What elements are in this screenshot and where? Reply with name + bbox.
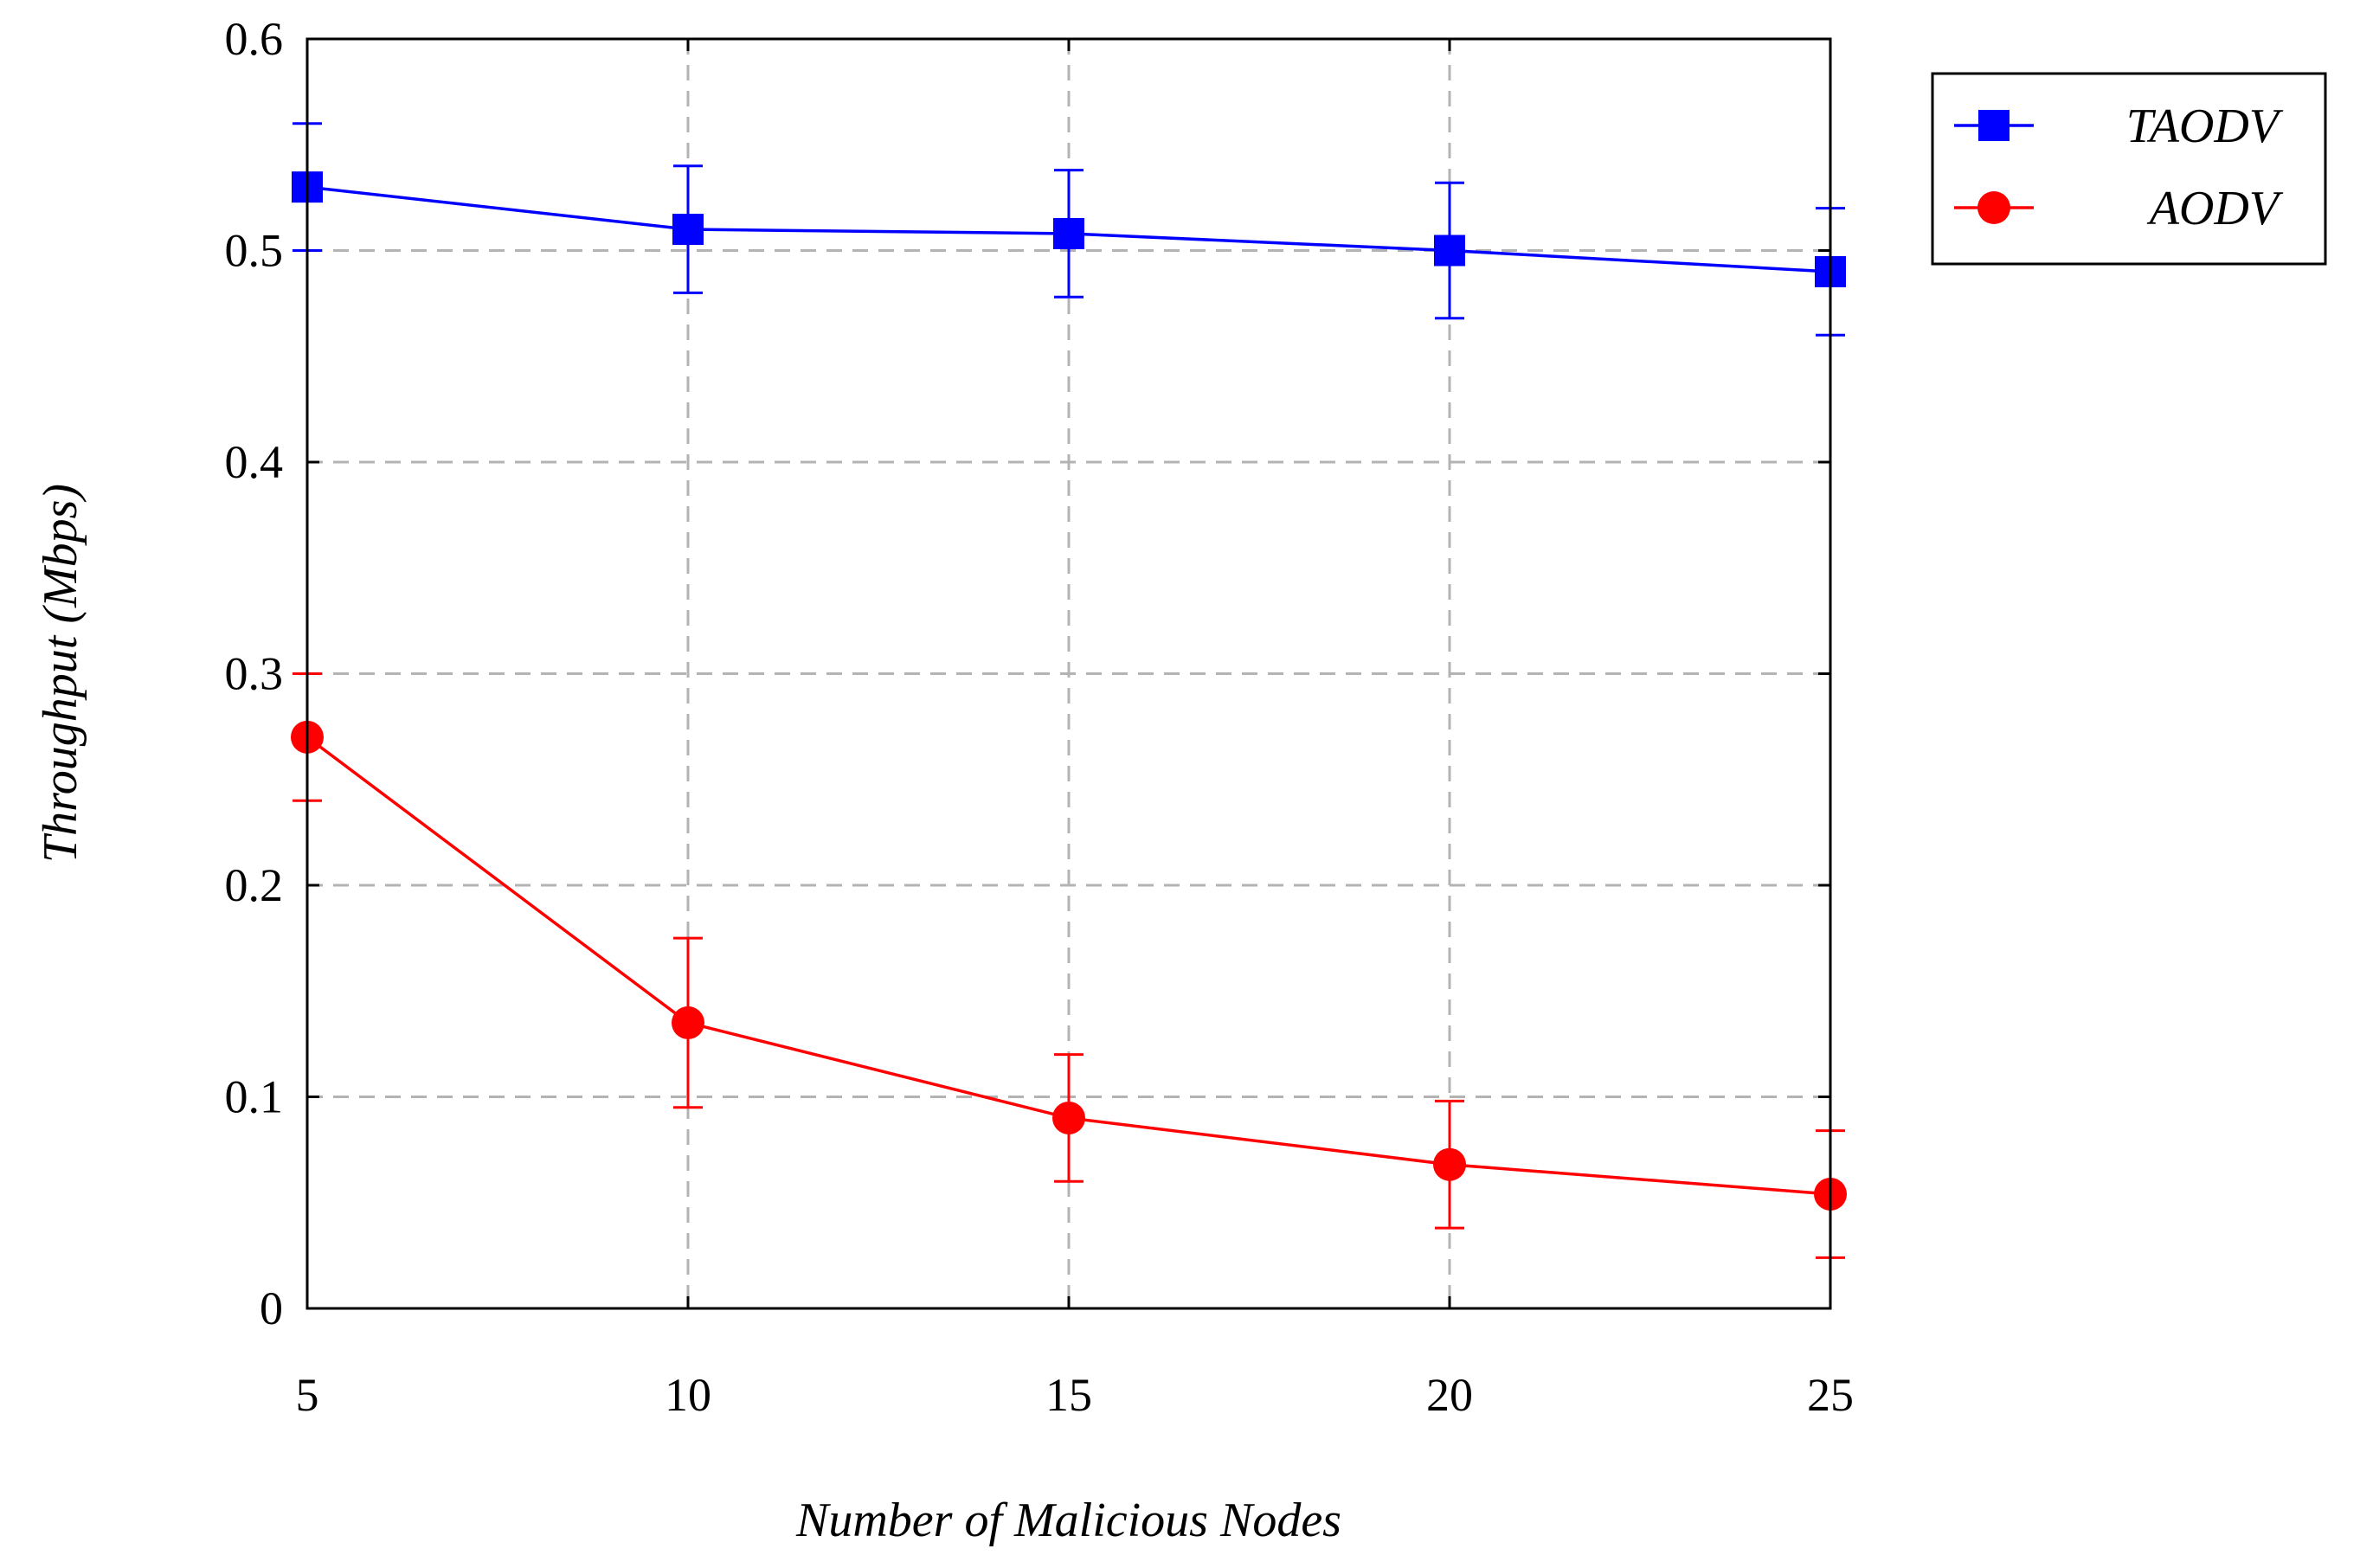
y-tick-label: 0.6	[225, 13, 284, 65]
y-tick-label: 0.4	[225, 436, 284, 488]
y-tick-label: 0.3	[225, 648, 284, 700]
y-tick-label: 0.2	[225, 859, 284, 911]
legend-taodv-marker	[1978, 110, 2010, 141]
y-tick-label: 0	[260, 1282, 283, 1334]
y-axis-label: Throughput (Mbps)	[34, 484, 87, 863]
plot-frame	[305, 37, 1832, 1310]
x-tick-label: 20	[1426, 1369, 1473, 1421]
x-axis-label: Number of Malicious Nodes	[795, 1494, 1341, 1547]
y-tick-labels: 0 0.1 0.2 0.3 0.4 0.5 0.6	[225, 13, 284, 1334]
taodv-point	[1434, 235, 1465, 267]
legend-aodv-marker	[1977, 191, 2010, 224]
x-tick-label: 15	[1045, 1369, 1092, 1421]
x-tick-labels: 5 10 15 20 25	[296, 1369, 1855, 1421]
legend-box	[1931, 72, 2327, 266]
y-tick-label: 0.5	[225, 225, 284, 277]
legend-taodv-label: TAODV	[2126, 100, 2284, 153]
aodv-point	[1052, 1101, 1085, 1134]
x-tick-label: 25	[1807, 1369, 1854, 1421]
series-aodv	[291, 672, 1847, 1259]
legend: TAODV AODV	[1931, 72, 2327, 266]
legend-aodv-label: AODV	[2146, 182, 2284, 235]
aodv-point	[1433, 1147, 1466, 1181]
y-tick-label: 0.1	[225, 1071, 284, 1123]
aodv-point	[672, 1006, 704, 1039]
taodv-point	[1053, 217, 1084, 249]
taodv-point	[672, 214, 704, 246]
x-tick-label: 10	[665, 1369, 711, 1421]
x-tick-label: 5	[296, 1369, 319, 1421]
